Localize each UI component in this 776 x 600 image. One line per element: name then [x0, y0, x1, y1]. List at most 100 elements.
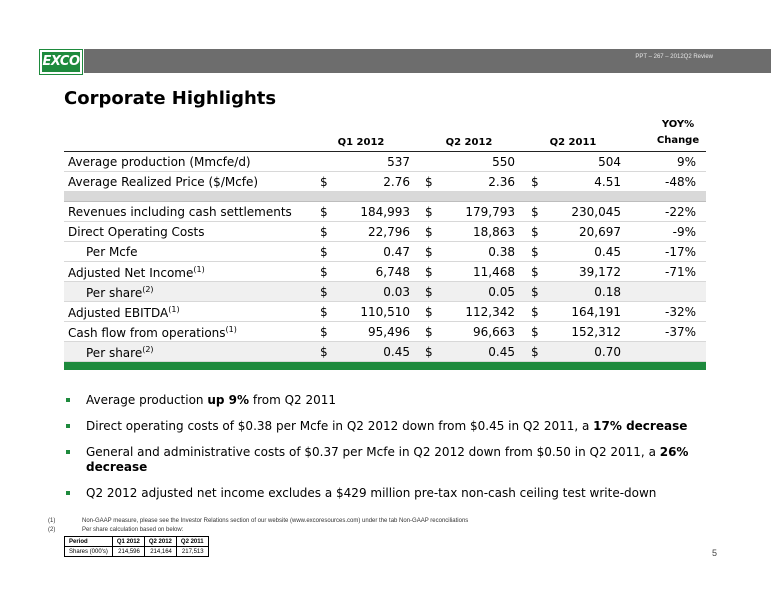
bullet-item: Direct operating costs of $0.38 per Mcfe… [66, 419, 716, 434]
q1-2012-value: 2.76 [383, 175, 410, 189]
q2-2011-value: 39,172 [579, 265, 621, 279]
dollar-sign: $ [531, 225, 539, 239]
yoy-value: -32% [664, 305, 696, 319]
yoy-value: -71% [664, 265, 696, 279]
dollar-sign: $ [425, 245, 433, 259]
bullet-square-icon [66, 450, 70, 454]
q2-2011-value: 0.45 [594, 245, 621, 259]
q2-2011-value: 4.51 [594, 175, 621, 189]
q2-2011-value: 152,312 [571, 325, 621, 339]
q2-2012-value: 179,793 [465, 205, 515, 219]
footnote-ref: (2) [142, 285, 154, 294]
shares-header-cell: Q1 2012 [111, 536, 145, 547]
row-label: Adjusted EBITDA(1) [68, 305, 180, 320]
q1-2012-value: 184,993 [360, 205, 410, 219]
dollar-sign: $ [425, 265, 433, 279]
q2-2011-value: 20,697 [579, 225, 621, 239]
row-label: Per share(2) [86, 345, 154, 360]
dollar-sign: $ [320, 265, 328, 279]
row-label: Per share(2) [86, 285, 154, 300]
table-row: Adjusted Net Income(1) $ 6,748 $ 11,468 … [64, 262, 706, 282]
dollar-sign: $ [320, 175, 328, 189]
col-header-yoy: YOY% [661, 119, 695, 130]
dollar-sign: $ [320, 245, 328, 259]
dollar-sign: $ [320, 225, 328, 239]
row-label: Average production (Mmcfe/d) [68, 155, 251, 169]
bullet-square-icon [66, 398, 70, 402]
q2-2011-value: 230,045 [571, 205, 621, 219]
q2-2012-value: 0.45 [488, 345, 515, 359]
page-number: 5 [712, 548, 718, 558]
shares-header-cell: Period [64, 536, 113, 547]
shares-header-row: Period Q1 2012 Q2 2012 Q2 2011 [64, 536, 209, 547]
shares-header-cell: Q2 2012 [143, 536, 177, 547]
dollar-sign: $ [425, 325, 433, 339]
q1-2012-value: 6,748 [375, 265, 410, 279]
logo-text: EXCO [42, 54, 80, 69]
table-row: Average Realized Price ($/Mcfe) $ 2.76 $… [64, 172, 706, 192]
col-header-q1-2012: Q1 2012 [337, 137, 385, 148]
q1-2012-value: 0.45 [383, 345, 410, 359]
footnote-text: Non-GAAP measure, please see the Investo… [82, 518, 469, 524]
highlights-bullets: Average production up 9% from Q2 2011 Di… [66, 393, 716, 512]
dollar-sign: $ [531, 265, 539, 279]
bullet-square-icon [66, 424, 70, 428]
dollar-sign: $ [425, 305, 433, 319]
shares-cell: 214,164 [143, 546, 177, 557]
q1-2012-value: 537 [387, 155, 410, 169]
dollar-sign: $ [320, 285, 328, 299]
dollar-sign: $ [531, 285, 539, 299]
q1-2012-value: 0.03 [383, 285, 410, 299]
q2-2012-value: 11,468 [473, 265, 515, 279]
q2-2012-value: 112,342 [465, 305, 515, 319]
dollar-sign: $ [320, 305, 328, 319]
shares-cell: 214,596 [111, 546, 145, 557]
q2-2011-value: 504 [598, 155, 621, 169]
yoy-value: -48% [664, 175, 696, 189]
footnote-ref: (1) [168, 305, 180, 314]
q2-2011-value: 0.70 [594, 345, 621, 359]
yoy-value: -22% [664, 205, 696, 219]
table-row: Revenues including cash settlements $ 18… [64, 202, 706, 222]
bullet-square-icon [66, 491, 70, 495]
header-subtitle: PPT – 267 – 2012Q2 Review [635, 54, 713, 60]
q2-2012-value: 18,863 [473, 225, 515, 239]
q2-2011-value: 164,191 [571, 305, 621, 319]
row-label: Adjusted Net Income(1) [68, 265, 205, 280]
row-label: Average Realized Price ($/Mcfe) [68, 175, 259, 189]
yoy-value: -9% [672, 225, 696, 239]
dollar-sign: $ [531, 245, 539, 259]
bullet-item: Q2 2012 adjusted net income excludes a $… [66, 486, 716, 501]
table-bottom-bar [64, 362, 706, 370]
bullet-item: Average production up 9% from Q2 2011 [66, 393, 716, 408]
dollar-sign: $ [531, 345, 539, 359]
q2-2012-value: 550 [492, 155, 515, 169]
page-title: Corporate Highlights [64, 88, 277, 109]
footnote-number: (2) [48, 527, 56, 533]
q2-2011-value: 0.18 [594, 285, 621, 299]
footnote-number: (1) [48, 518, 56, 524]
col-header-q2-2012: Q2 2012 [445, 137, 493, 148]
footnote-ref: (1) [225, 325, 237, 334]
col-header-change: Change [656, 135, 700, 146]
table-row: Average production (Mmcfe/d) 537 550 504… [64, 152, 706, 172]
shares-cell: 217,513 [175, 546, 209, 557]
q1-2012-value: 22,796 [368, 225, 410, 239]
q1-2012-value: 110,510 [360, 305, 410, 319]
q2-2012-value: 96,663 [473, 325, 515, 339]
row-label: Revenues including cash settlements [68, 205, 292, 219]
shares-data-row: Shares (000's) 214,596 214,164 217,513 [64, 546, 209, 557]
dollar-sign: $ [531, 205, 539, 219]
shares-cell: Shares (000's) [64, 546, 113, 557]
dollar-sign: $ [531, 325, 539, 339]
row-label: Cash flow from operations(1) [68, 325, 237, 340]
dollar-sign: $ [320, 205, 328, 219]
table-row: Adjusted EBITDA(1) $ 110,510 $ 112,342 $… [64, 302, 706, 322]
footnote-text: Per share calculation based on below: [82, 527, 184, 533]
row-label: Per Mcfe [86, 245, 138, 259]
table-row: Cash flow from operations(1) $ 95,496 $ … [64, 322, 706, 342]
dollar-sign: $ [425, 205, 433, 219]
q2-2012-value: 0.38 [488, 245, 515, 259]
footnote-ref: (2) [142, 345, 154, 354]
dollar-sign: $ [320, 345, 328, 359]
